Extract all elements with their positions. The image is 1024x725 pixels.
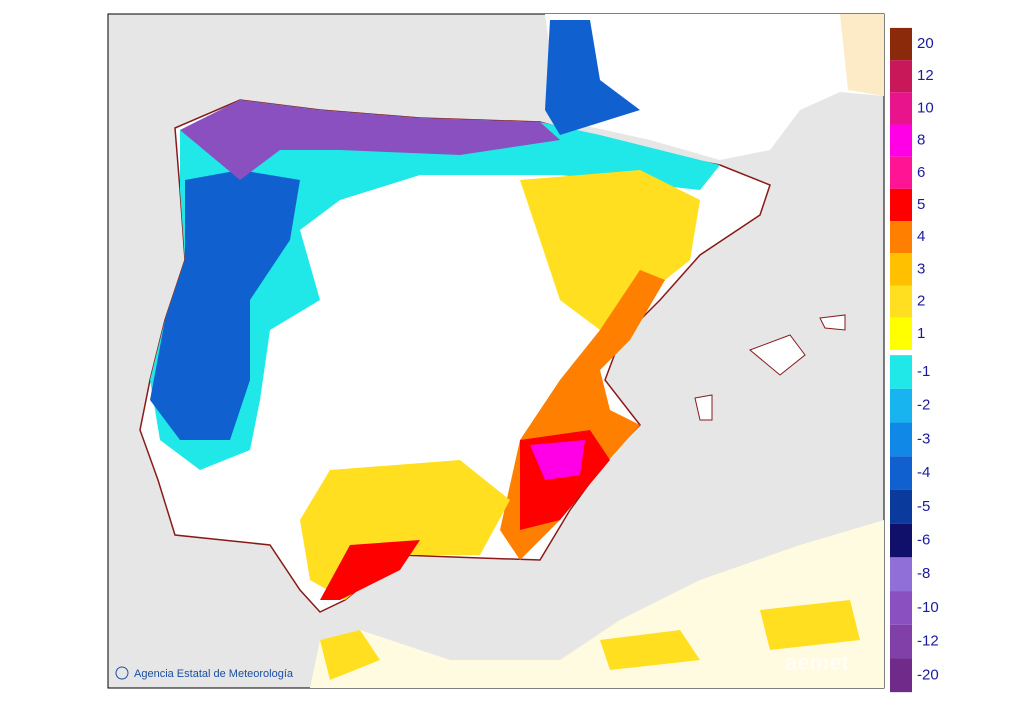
legend-label: 20 [917,35,934,52]
legend-swatch [890,624,912,659]
hot-coast [320,540,420,600]
legend-swatch [890,591,912,625]
watermark: aemet [785,650,849,675]
legend-label: 8 [917,132,925,149]
legend-label: -10 [917,599,939,616]
legend-swatch [890,422,912,457]
legend-label: -20 [917,666,939,683]
legend-label: 2 [917,293,925,310]
legend-label: -3 [917,430,930,447]
cold-biscay [545,20,640,135]
legend-label: -5 [917,498,930,515]
legend-label: 6 [917,164,925,181]
legend-swatch [890,317,912,350]
legend-label: -2 [917,397,930,414]
legend-swatch [890,221,912,254]
credit: Agencia Estatal de Meteorología [134,668,294,680]
legend-label: 3 [917,260,925,277]
legend-swatch [890,456,912,490]
legend-swatch [890,60,912,93]
cold-cantabria [180,100,560,180]
legend-swatch [890,285,912,318]
legend-swatch [890,92,912,125]
legend-swatch [890,557,912,592]
legend-swatch [890,27,912,61]
legend-label: 12 [917,67,934,84]
legend-swatch [890,253,912,286]
legend-swatch [890,156,912,189]
legend-swatch [890,658,912,693]
balearics [694,314,846,421]
legend-swatch [890,523,912,558]
italy [840,14,884,96]
legend-label: 4 [917,228,925,245]
legend-label: -8 [917,565,930,582]
warm-ebro [520,170,700,330]
hottest-murcia [530,440,585,480]
credit-icon [115,666,129,680]
legend-label: -1 [917,363,930,380]
cold-west [150,170,300,440]
legend-swatch [890,489,912,524]
legend-label: -4 [917,464,930,481]
legend-label: 10 [917,99,934,116]
legend-swatch [890,388,912,423]
legend-swatch [890,124,912,157]
legend-swatch [890,355,912,389]
legend-label: 5 [917,196,925,213]
legend-label: -6 [917,531,930,548]
africa [310,520,884,688]
warm-africa [320,600,860,680]
legend-label: 1 [917,325,925,342]
legend: 20 12 10 8 6 5 4 3 2 1 -1 -2 -3 -4 -5 -6 -8 -10 -12 -20 [890,27,939,693]
legend-label: -12 [917,633,939,650]
france [545,14,884,160]
legend-swatch [890,188,912,222]
map: Agencia Estatal de Meteorología aemet [107,13,885,689]
